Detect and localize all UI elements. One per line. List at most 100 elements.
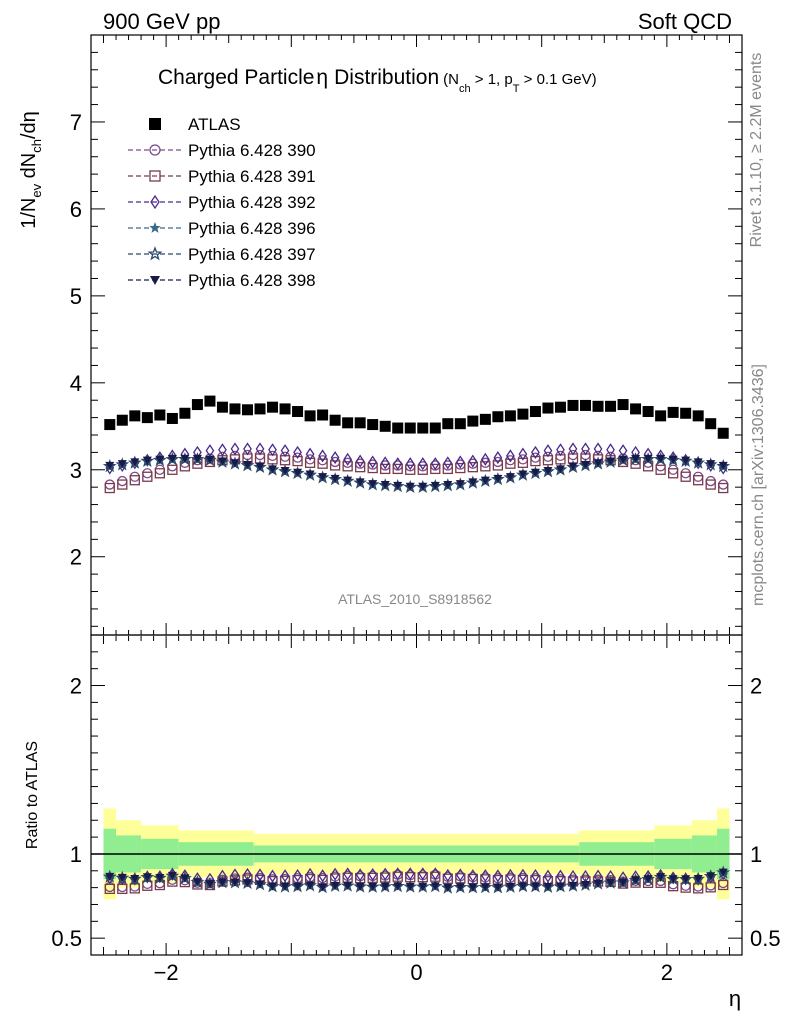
legend-label: Pythia 6.428 398 bbox=[188, 271, 316, 290]
data-point bbox=[179, 407, 191, 419]
data-point bbox=[454, 418, 466, 430]
data-point bbox=[680, 471, 691, 482]
data-point bbox=[693, 458, 703, 467]
data-point bbox=[305, 470, 315, 479]
data-point bbox=[442, 463, 453, 475]
data-point bbox=[468, 478, 478, 487]
ratio-point bbox=[293, 882, 303, 891]
data-point bbox=[418, 482, 428, 491]
ratio-frame bbox=[90, 634, 743, 956]
data-point bbox=[593, 442, 603, 456]
chart-title: Charged Particleη Distribution (Nch > 1, p… bbox=[158, 66, 597, 95]
data-point bbox=[581, 442, 590, 456]
data-point bbox=[593, 459, 603, 468]
ratio-point bbox=[555, 882, 565, 891]
data-point bbox=[543, 444, 553, 458]
data-point bbox=[330, 474, 340, 483]
data-point bbox=[554, 401, 566, 413]
data-point bbox=[417, 464, 428, 475]
data-point bbox=[405, 464, 416, 475]
data-point bbox=[268, 465, 278, 474]
data-point bbox=[318, 473, 328, 482]
ratio-point bbox=[581, 880, 591, 890]
data-point bbox=[580, 399, 592, 411]
data-point bbox=[318, 449, 327, 463]
data-point bbox=[718, 479, 729, 490]
legend-marker bbox=[147, 246, 163, 261]
data-point bbox=[430, 481, 440, 490]
ratio-point bbox=[192, 878, 202, 887]
data-point bbox=[268, 443, 277, 457]
ratio-point bbox=[255, 880, 265, 889]
ratio-point bbox=[631, 876, 641, 885]
legend-marker bbox=[149, 222, 161, 233]
ratio-point bbox=[656, 873, 666, 882]
data-point bbox=[305, 447, 315, 461]
data-point bbox=[529, 406, 541, 418]
ratio-point bbox=[468, 883, 478, 892]
ratio-point bbox=[368, 882, 378, 891]
ratio-point bbox=[242, 879, 252, 888]
analysis-label: ATLAS_2010_S8918562 bbox=[338, 591, 492, 607]
data-point bbox=[342, 417, 354, 429]
y-axis-label: 1/Nev dNch/dη bbox=[18, 111, 44, 229]
data-point bbox=[467, 462, 478, 473]
ratio-point bbox=[505, 882, 515, 892]
data-point bbox=[180, 454, 190, 463]
data-point bbox=[543, 467, 553, 476]
data-point bbox=[142, 471, 153, 482]
ratio-point bbox=[618, 878, 628, 887]
data-point bbox=[417, 422, 429, 434]
y-tick-label: 2 bbox=[70, 545, 82, 570]
data-point bbox=[655, 464, 666, 475]
x-tick-label: 2 bbox=[661, 960, 673, 985]
y-tick-label: 6 bbox=[70, 197, 82, 222]
data-point bbox=[492, 411, 504, 423]
x-tick-label: 0 bbox=[410, 960, 422, 985]
data-point bbox=[668, 455, 678, 464]
legend-label: ATLAS bbox=[188, 115, 241, 134]
data-point bbox=[393, 481, 403, 490]
data-point bbox=[505, 473, 515, 482]
data-point bbox=[455, 455, 465, 469]
data-point bbox=[216, 401, 228, 413]
data-point bbox=[205, 455, 215, 464]
data-point bbox=[355, 478, 365, 487]
data-point bbox=[293, 445, 302, 459]
title-main: Charged Particle bbox=[158, 66, 314, 89]
y-tick-label: 5 bbox=[70, 284, 82, 309]
data-point bbox=[606, 457, 616, 466]
data-point bbox=[155, 455, 165, 464]
data-point bbox=[367, 462, 378, 474]
ratio-point bbox=[681, 875, 691, 884]
data-point bbox=[130, 458, 140, 467]
data-point bbox=[617, 399, 629, 411]
data-point bbox=[142, 468, 153, 479]
data-point bbox=[392, 463, 403, 475]
data-point bbox=[480, 452, 490, 466]
data-point bbox=[343, 476, 353, 485]
data-point bbox=[167, 464, 178, 475]
ratio-point bbox=[568, 881, 578, 890]
ratio-point bbox=[268, 882, 278, 891]
data-point bbox=[304, 457, 316, 468]
legend-label: Pythia 6.428 390 bbox=[188, 141, 316, 160]
data-point bbox=[430, 457, 440, 471]
ratio-point bbox=[606, 878, 616, 887]
ratio-point bbox=[330, 881, 340, 891]
data-point bbox=[304, 410, 316, 422]
data-point bbox=[230, 442, 240, 456]
ratio-point bbox=[142, 873, 152, 882]
ratio-y-tick-label-right: 2 bbox=[750, 674, 762, 699]
data-point bbox=[492, 460, 504, 471]
data-point bbox=[692, 410, 704, 422]
data-point bbox=[693, 475, 704, 486]
ratio-point bbox=[405, 882, 415, 891]
data-point bbox=[279, 403, 291, 415]
data-point bbox=[718, 482, 729, 494]
ratio-point bbox=[718, 879, 729, 891]
ratio-point bbox=[230, 878, 240, 887]
data-point bbox=[555, 465, 565, 474]
data-point bbox=[468, 454, 478, 468]
data-point bbox=[705, 475, 716, 487]
